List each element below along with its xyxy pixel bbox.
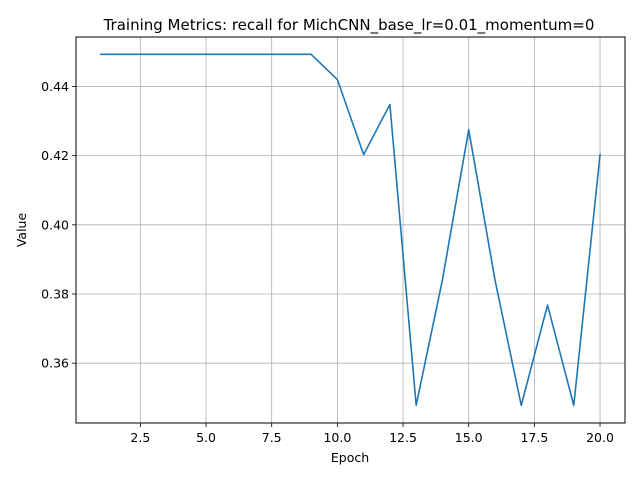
- y-tick-label: 0.36: [41, 356, 69, 371]
- y-tick-label: 0.40: [41, 217, 69, 232]
- y-tick-label: 0.44: [41, 79, 69, 94]
- x-tick-label: 17.5: [520, 430, 548, 445]
- grid-lines: [76, 37, 625, 423]
- chart-title: Training Metrics: recall for MichCNN_bas…: [103, 16, 595, 35]
- series-group: [100, 53, 601, 407]
- x-tick-label: 15.0: [455, 430, 483, 445]
- y-axis-label: Value: [14, 213, 29, 248]
- x-tick-label: 10.0: [323, 430, 351, 445]
- x-axis-ticks: 2.5 5.0 7.5 10.0 12.5 15.0 17.5 20.0: [130, 423, 614, 445]
- x-axis-label: Epoch: [331, 450, 369, 465]
- recall-series-line: [100, 53, 601, 407]
- y-tick-label: 0.42: [41, 148, 69, 163]
- x-tick-label: 2.5: [130, 430, 150, 445]
- x-tick-label: 7.5: [262, 430, 282, 445]
- x-tick-label: 20.0: [586, 430, 614, 445]
- plot-frame: [75, 36, 626, 424]
- y-axis-ticks: 0.36 0.38 0.40 0.42 0.44: [41, 79, 76, 371]
- x-tick-label: 12.5: [389, 430, 417, 445]
- x-tick-label: 5.0: [196, 430, 216, 445]
- y-tick-label: 0.38: [41, 286, 69, 301]
